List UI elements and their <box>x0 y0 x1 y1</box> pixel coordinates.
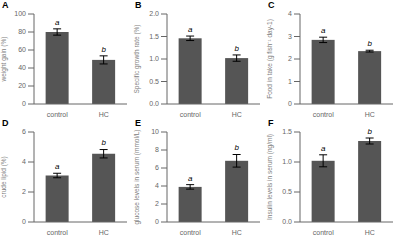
svg-text:0: 0 <box>288 100 292 107</box>
svg-text:2: 2 <box>155 200 159 207</box>
svg-text:1: 1 <box>288 78 292 85</box>
svg-text:1.5: 1.5 <box>149 33 159 40</box>
svg-text:6: 6 <box>155 164 159 171</box>
html-text:A: A <box>2 0 9 10</box>
svg-text:a: a <box>188 25 193 34</box>
svg-text:HC: HC <box>365 111 375 118</box>
svg-text:4: 4 <box>155 182 159 189</box>
svg-text:3: 3 <box>288 33 292 40</box>
svg-text:HC: HC <box>232 111 242 118</box>
html-text:D: D <box>2 118 9 128</box>
svg-text:4: 4 <box>22 158 26 165</box>
svg-text:0.0: 0.0 <box>149 100 159 107</box>
svg-text:b: b <box>367 39 372 48</box>
svg-text:20: 20 <box>18 82 26 89</box>
svg-text:2.0: 2.0 <box>149 10 159 17</box>
svg-text:1.0: 1.0 <box>282 158 292 165</box>
svg-text:a: a <box>55 162 60 171</box>
svg-text:glucose levels in serum (mmol/: glucose levels in serum (mmol/L) <box>133 129 141 224</box>
svg-text:6: 6 <box>22 128 26 135</box>
svg-text:HC: HC <box>99 111 109 118</box>
html-text:C: C <box>268 0 275 10</box>
svg-text:control: control <box>313 111 334 118</box>
svg-text:4: 4 <box>288 10 292 17</box>
svg-text:control: control <box>180 229 201 236</box>
svg-text:control: control <box>180 111 201 118</box>
svg-text:control: control <box>47 229 68 236</box>
svg-text:crude lipid (%): crude lipid (%) <box>8 156 9 198</box>
html-text:E: E <box>135 118 141 128</box>
svg-text:0: 0 <box>22 100 26 107</box>
svg-text:control: control <box>313 229 334 236</box>
svg-text:control: control <box>47 111 68 118</box>
svg-text:1.0: 1.0 <box>149 55 159 62</box>
html-text:F: F <box>268 118 274 128</box>
svg-text:0.5: 0.5 <box>282 188 292 195</box>
svg-text:10: 10 <box>151 128 159 135</box>
svg-text:b: b <box>234 143 239 152</box>
svg-text:Food in take (g fish⁻¹ day-1): Food in take (g fish⁻¹ day-1) <box>266 19 274 99</box>
svg-text:40: 40 <box>18 64 26 71</box>
svg-text:HC: HC <box>232 229 242 236</box>
svg-text:0.5: 0.5 <box>149 78 159 85</box>
svg-text:HC: HC <box>365 229 375 236</box>
svg-text:80: 80 <box>18 28 26 35</box>
svg-text:8: 8 <box>155 146 159 153</box>
svg-text:0: 0 <box>155 218 159 225</box>
svg-text:Specific growth rate (%): Specific growth rate (%) <box>133 25 141 94</box>
html-text:B: B <box>135 0 142 10</box>
svg-text:b: b <box>367 127 372 136</box>
svg-text:a: a <box>321 144 326 153</box>
svg-text:0: 0 <box>22 218 26 225</box>
svg-text:a: a <box>321 26 326 35</box>
svg-text:2: 2 <box>22 188 26 195</box>
svg-text:a: a <box>188 174 193 183</box>
svg-text:Insulin levels in serum (ng/ml: Insulin levels in serum (ng/ml) <box>266 134 274 220</box>
svg-text:100: 100 <box>14 10 26 17</box>
svg-text:60: 60 <box>18 46 26 53</box>
svg-text:0.0: 0.0 <box>282 218 292 225</box>
svg-text:HC: HC <box>99 229 109 236</box>
svg-text:2: 2 <box>288 55 292 62</box>
svg-text:weight gain (%): weight gain (%) <box>8 37 9 83</box>
svg-text:a: a <box>55 18 60 27</box>
svg-text:b: b <box>234 44 239 53</box>
svg-text:1.5: 1.5 <box>282 128 292 135</box>
svg-text:b: b <box>101 138 106 147</box>
svg-text:b: b <box>101 45 106 54</box>
